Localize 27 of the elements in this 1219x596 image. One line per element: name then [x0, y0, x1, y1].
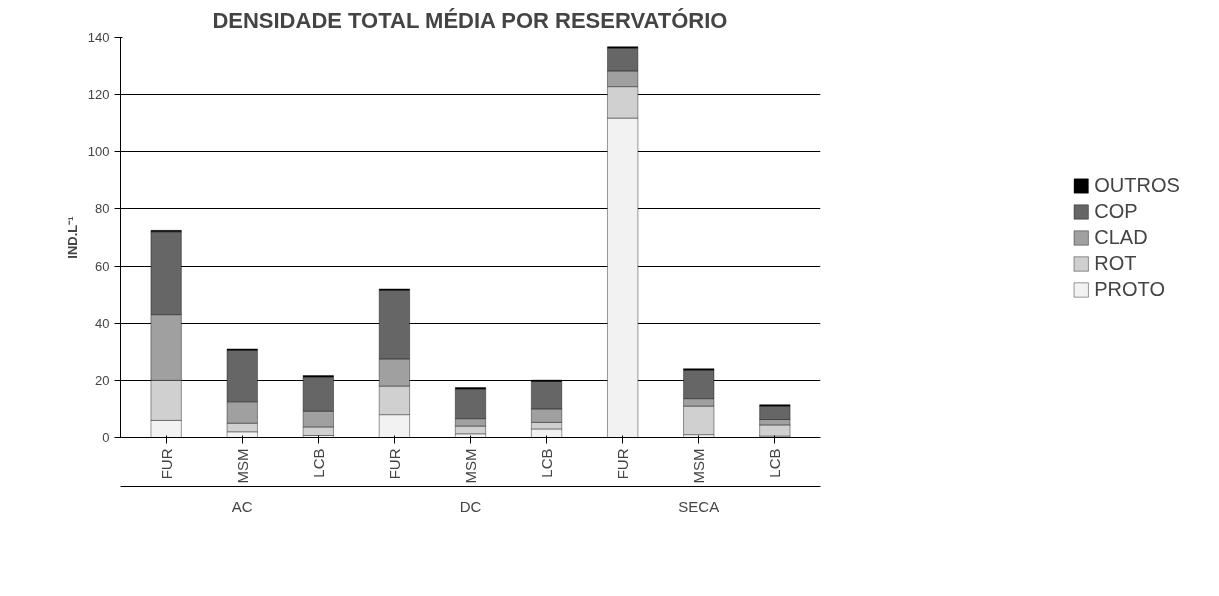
y-tick-label: 120: [87, 87, 110, 103]
legend-label: CLAD: [1094, 225, 1148, 249]
x-tick-label: MSM: [462, 448, 479, 484]
text: DC: [459, 497, 482, 515]
y-tick-label: 100: [87, 144, 110, 160]
legend-label: ROT: [1094, 251, 1137, 275]
chart-title: DENSIDADE TOTAL MÉDIA POR RESERVATÓRIO: [212, 7, 728, 33]
y-axis-title: IND.L⁻¹: [64, 216, 80, 259]
y-tick-label: 0: [102, 430, 110, 445]
x-tick-label: FUR: [157, 448, 175, 480]
x-tick-label: MSM: [233, 448, 251, 484]
y-tick-label: 80: [95, 201, 110, 217]
x-tick-label: LCB: [309, 448, 327, 478]
y-tick-label: 20: [95, 372, 110, 388]
y-tick-label: 140: [87, 30, 110, 45]
x-tick-label: FUR: [614, 448, 632, 480]
x-tick-label: LCB: [538, 448, 556, 478]
y-tick-label: 40: [95, 315, 110, 331]
x-tick-label: MSM: [690, 448, 708, 484]
x-tick-label: FUR: [385, 448, 403, 480]
y-tick-label: 60: [95, 258, 110, 274]
legend-label: COP: [1094, 199, 1138, 223]
text: AC: [231, 497, 253, 515]
text: SECA: [678, 497, 720, 515]
legend-label: OUTROS: [1094, 173, 1180, 197]
legend-label: PROTO: [1094, 277, 1165, 301]
x-tick-label: LCB: [766, 448, 784, 478]
